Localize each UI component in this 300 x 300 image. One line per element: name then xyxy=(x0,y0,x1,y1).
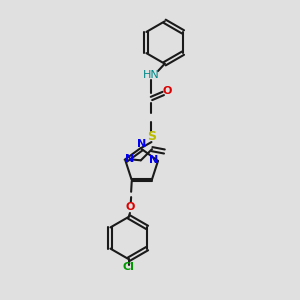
Text: N: N xyxy=(125,154,135,164)
Text: S: S xyxy=(147,130,156,143)
Text: N: N xyxy=(136,139,146,149)
Text: HN: HN xyxy=(143,70,160,80)
Text: N: N xyxy=(149,155,158,165)
Text: Cl: Cl xyxy=(123,262,135,272)
Text: O: O xyxy=(126,202,135,212)
Text: O: O xyxy=(163,86,172,96)
